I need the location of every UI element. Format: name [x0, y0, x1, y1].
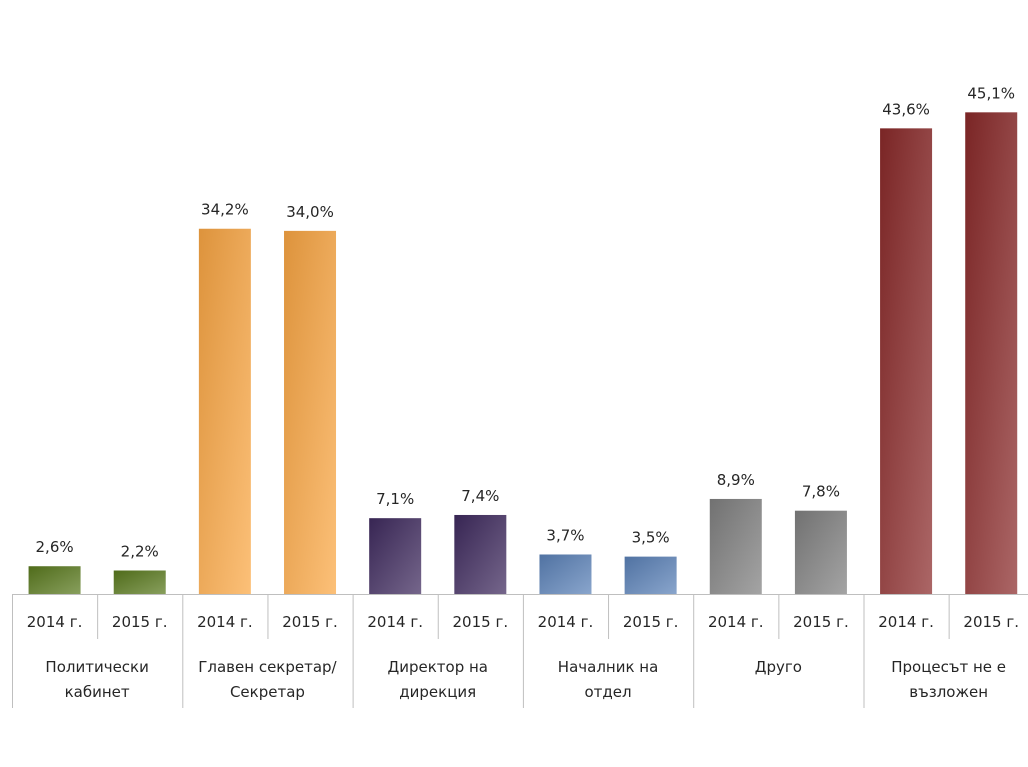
category-label: Секретар — [230, 683, 305, 701]
data-label: 3,5% — [632, 529, 670, 547]
bar — [198, 228, 251, 594]
bar — [539, 554, 592, 594]
data-label: 7,4% — [461, 487, 499, 505]
category-axis: 2014 г. 2015 г. Политически кабинет 2014 г. 2… — [12, 594, 1028, 708]
category-label: възложен — [909, 683, 988, 701]
bar — [965, 112, 1018, 594]
data-label: 8,9% — [717, 471, 755, 489]
year-tick-label: 2015 г. — [453, 613, 509, 631]
data-label: 34,0% — [286, 203, 334, 221]
data-label: 3,7% — [546, 526, 584, 544]
year-tick-label: 2015 г. — [963, 613, 1019, 631]
bar — [709, 498, 762, 594]
year-tick-label: 2014 г. — [27, 613, 83, 631]
bar — [794, 510, 847, 594]
bar — [624, 556, 677, 594]
data-label: 43,6% — [882, 100, 930, 118]
data-label: 2,2% — [121, 543, 159, 561]
year-tick-label: 2014 г. — [708, 613, 764, 631]
category-label: Главен секретар/ — [198, 658, 337, 676]
year-tick-label: 2015 г. — [282, 613, 338, 631]
category-label: Процесът не е — [891, 658, 1006, 676]
year-tick-label: 2014 г. — [878, 613, 934, 631]
year-tick-label: 2015 г. — [623, 613, 679, 631]
data-label: 2,6% — [36, 538, 74, 556]
category-label: Политически — [45, 658, 148, 676]
bar — [28, 566, 81, 594]
category-label: Началник на — [558, 658, 659, 676]
category-label: кабинет — [65, 683, 130, 701]
category-label: Друго — [755, 658, 802, 676]
bar — [113, 570, 166, 594]
bar — [369, 518, 422, 594]
data-label: 7,8% — [802, 483, 840, 501]
bar — [454, 514, 507, 594]
year-tick-label: 2015 г. — [112, 613, 168, 631]
data-label: 45,1% — [967, 84, 1015, 102]
year-tick-label: 2014 г. — [367, 613, 423, 631]
year-tick-label: 2015 г. — [793, 613, 849, 631]
category-label: Директор на — [388, 658, 488, 676]
year-tick-label: 2014 г. — [538, 613, 594, 631]
data-label: 34,2% — [201, 201, 249, 219]
year-tick-label: 2014 г. — [197, 613, 253, 631]
category-label: отдел — [584, 683, 631, 701]
bar — [880, 128, 933, 595]
bar — [284, 230, 337, 594]
bars-layer: 2,6% 2,2% 34,2% 34,0% 7,1% 7,4% 3,7% 3,5% 8,9% 7,… — [28, 84, 1018, 595]
data-label: 7,1% — [376, 490, 414, 508]
category-label: дирекция — [399, 683, 476, 701]
